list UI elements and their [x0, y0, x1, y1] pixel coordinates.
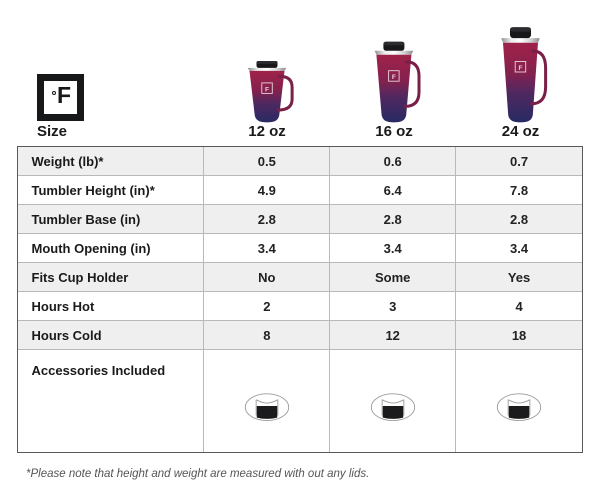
svg-text:F: F	[519, 65, 523, 72]
svg-text:F: F	[265, 86, 269, 93]
svg-text:F: F	[392, 74, 396, 81]
